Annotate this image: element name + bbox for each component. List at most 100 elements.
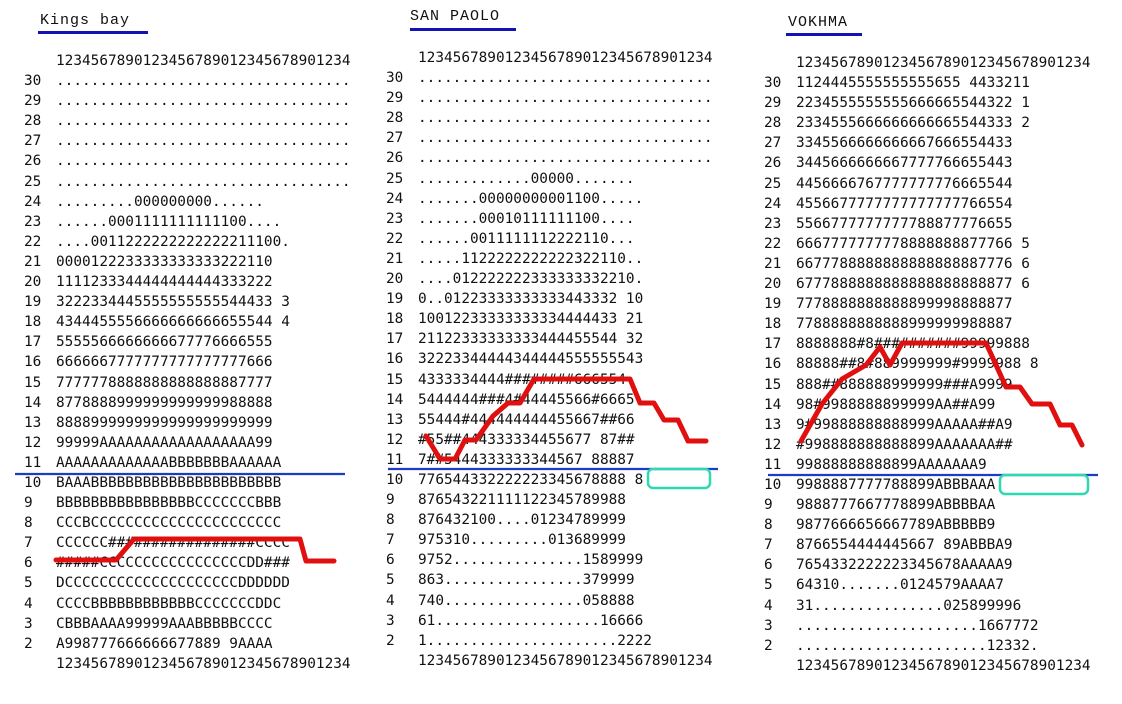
grid-row: 29.................................. — [386, 88, 713, 108]
grid-row: 10 BAAABBBBBBBBBBBBBBBBBBBBBB — [24, 473, 351, 493]
grid-row: 4 740................058888 — [386, 591, 713, 611]
grid-row: 24 .......00000000001100..... — [386, 189, 713, 209]
row-label: 29 — [386, 90, 404, 107]
grid-row: 17 21122333333333444455544 32 — [386, 329, 713, 349]
grid-row: 27 3345566666666667666554433 — [764, 133, 1091, 153]
grid-row: 30.................................. — [24, 71, 351, 91]
row-data: ......................12332. — [796, 637, 1039, 654]
grid-row: 5 863................379999 — [386, 570, 713, 590]
grid-row: 2 ......................12332. — [764, 636, 1091, 656]
row-data: ......0001111111111100.... — [56, 213, 282, 230]
row-data: .................................. — [418, 130, 713, 147]
grid-row: 18 4344455556666666666655544 4 — [24, 312, 351, 332]
row-label: 7 — [764, 537, 773, 554]
grid-row: 23 ......0001111111111100.... — [24, 212, 351, 232]
row-label: 3 — [386, 612, 395, 629]
row-data: 975310.........013689999 — [418, 532, 626, 549]
row-label: 10 — [764, 476, 782, 493]
grid-row: 17 8888888#8##########99999888 — [764, 334, 1091, 354]
row-data: 8888888#8##########99999888 — [796, 336, 1030, 353]
row-label: 28 — [24, 113, 42, 130]
title-underline — [38, 31, 148, 34]
row-data: CCCBCCCCCCCCCCCCCCCCCCCCCC — [56, 515, 282, 532]
row-label: 16 — [386, 351, 404, 368]
row-data: 9888777667778899ABBBBAA — [796, 497, 996, 514]
row-label: 29 — [24, 93, 42, 110]
row-label: 12 — [764, 436, 782, 453]
row-label: 21 — [24, 253, 42, 270]
grid-row: 18 10012233333333334444433 21 — [386, 309, 713, 329]
grid-row: 2 A998777666666677889 9AAAA — [24, 634, 351, 654]
row-label: 28 — [386, 110, 404, 127]
row-label: 25 — [386, 170, 404, 187]
row-label: 18 — [764, 316, 782, 333]
row-data: 7##5444333333344567 88887 — [418, 451, 635, 468]
row-data: 0..01223333333333443332 10 — [418, 291, 644, 308]
row-label: 6 — [386, 552, 395, 569]
grid-row: 3 61...................16666 — [386, 611, 713, 631]
row-label: 9 — [386, 492, 395, 509]
row-label: 20 — [386, 271, 404, 288]
row-label: 19 — [764, 296, 782, 313]
panel-title: SAN PAOLO — [410, 8, 501, 25]
row-data: 1......................2222 — [418, 632, 652, 649]
row-label: 22 — [386, 230, 404, 247]
grid-row: 27.................................. — [24, 131, 351, 151]
row-label: 6 — [764, 557, 773, 574]
row-data: 64310.......0124579AAAA7 — [796, 577, 1004, 594]
row-label: 8 — [764, 517, 773, 534]
row-data: 61...................16666 — [418, 612, 644, 629]
row-data: CCCCCC#################CCCC — [56, 535, 290, 552]
grid-row: 14 5444444###4#44445566#6665 — [386, 390, 713, 410]
row-label: 16 — [764, 356, 782, 373]
grid-row: 6 #####CCCCCCCCCCCCCCCCCDD### — [24, 553, 351, 573]
grid-row: 26.................................. — [24, 151, 351, 171]
grid-row: 9 9888777667778899ABBBBAA — [764, 495, 1091, 515]
row-data: 6677788888888888888887776 6 — [796, 255, 1030, 272]
row-data: 9988887777788899ABBBAAA — [796, 476, 996, 493]
row-label: 7 — [386, 532, 395, 549]
row-data: 776544332222223345678888 8 — [418, 471, 644, 488]
grid-row: 21 .....1122222222222322110.. — [386, 249, 713, 269]
row-data: BBBBBBBBBBBBBBBBCCCCCCCBBB — [56, 495, 282, 512]
grid-row: 22 ....0011222222222222211100. — [24, 232, 351, 252]
row-label: 8 — [24, 515, 33, 532]
grid-row: 15 888##888888999999###A9999 — [764, 375, 1091, 395]
row-data: 10012233333333334444433 21 — [418, 311, 644, 328]
row-data: A998777666666677889 9AAAA — [56, 635, 273, 652]
grid-row: 20 ....012222222333333332210. — [386, 269, 713, 289]
grid-row: 19 7778888888888899998888877 — [764, 294, 1091, 314]
row-data: 99888888888899AAAAAAA9 — [796, 456, 987, 473]
row-label: 21 — [764, 255, 782, 272]
row-label: 26 — [764, 155, 782, 172]
row-data: ....012222222333333332210. — [418, 271, 644, 288]
column-header: 1234567890123456789012345678901234 — [796, 55, 1091, 71]
grid-row: 11 7##5444333333344567 88887 — [386, 450, 713, 470]
grid-row: 20 6777888888888888888888877 6 — [764, 274, 1091, 294]
grid-row: 10 776544332222223345678888 8 — [386, 470, 713, 490]
column-header: 1234567890123456789012345678901234 — [418, 50, 713, 66]
row-data: 3445666666667777766655443 — [796, 155, 1013, 172]
row-label: 23 — [386, 210, 404, 227]
row-data: .................................. — [418, 90, 713, 107]
row-label: 30 — [764, 75, 782, 92]
row-data: 0000122233333333333222110 — [56, 253, 273, 270]
row-data: 98#9988888899999AA##A99 — [796, 396, 996, 413]
grid-row: 8 9877666656667789ABBBBB9 — [764, 515, 1091, 535]
row-label: 3 — [24, 615, 33, 632]
panel-san-paolo: SAN PAOLO 123456789012345678901234567890… — [370, 0, 730, 704]
panel-title: VOKHMA — [788, 14, 849, 31]
row-label: 17 — [386, 331, 404, 348]
row-data: .......00000000001100..... — [418, 190, 644, 207]
row-label: 9 — [764, 497, 773, 514]
row-label: 19 — [24, 294, 42, 311]
row-data: #998888888888899AAAAAAA## — [796, 436, 1013, 453]
grid-row: 4 31...............025899996 — [764, 596, 1091, 616]
row-label: 22 — [764, 235, 782, 252]
row-data: .................................. — [56, 93, 351, 110]
grid-row: 16 88888##8#889999999#9999988 8 — [764, 354, 1091, 374]
grid-row: 11 AAAAAAAAAAAAABBBBBBBAAAAAA — [24, 453, 351, 473]
row-data: DCCCCCCCCCCCCCCCCCCCCDDDDDD — [56, 575, 290, 592]
row-label: 17 — [24, 334, 42, 351]
row-label: 28 — [764, 115, 782, 132]
